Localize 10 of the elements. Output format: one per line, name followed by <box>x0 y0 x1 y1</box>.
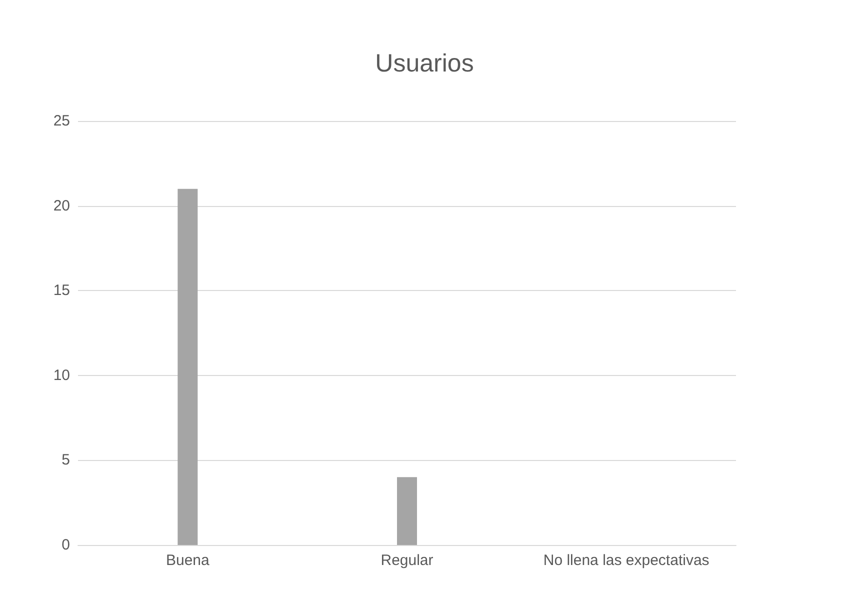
y-tick-label: 15 <box>53 282 70 300</box>
x-tick-label: No llena las expectativas <box>543 552 710 569</box>
y-tick-label: 0 <box>62 536 70 554</box>
y-tick-label: 10 <box>53 366 70 384</box>
x-tick-label: Buena <box>166 552 210 569</box>
y-tick-label: 20 <box>53 197 70 214</box>
x-tick-label: Regular <box>380 552 434 569</box>
chart-title: Usuarios <box>375 50 474 78</box>
y-tick-label: 5 <box>62 452 70 469</box>
y-tick-label: 25 <box>53 112 70 130</box>
